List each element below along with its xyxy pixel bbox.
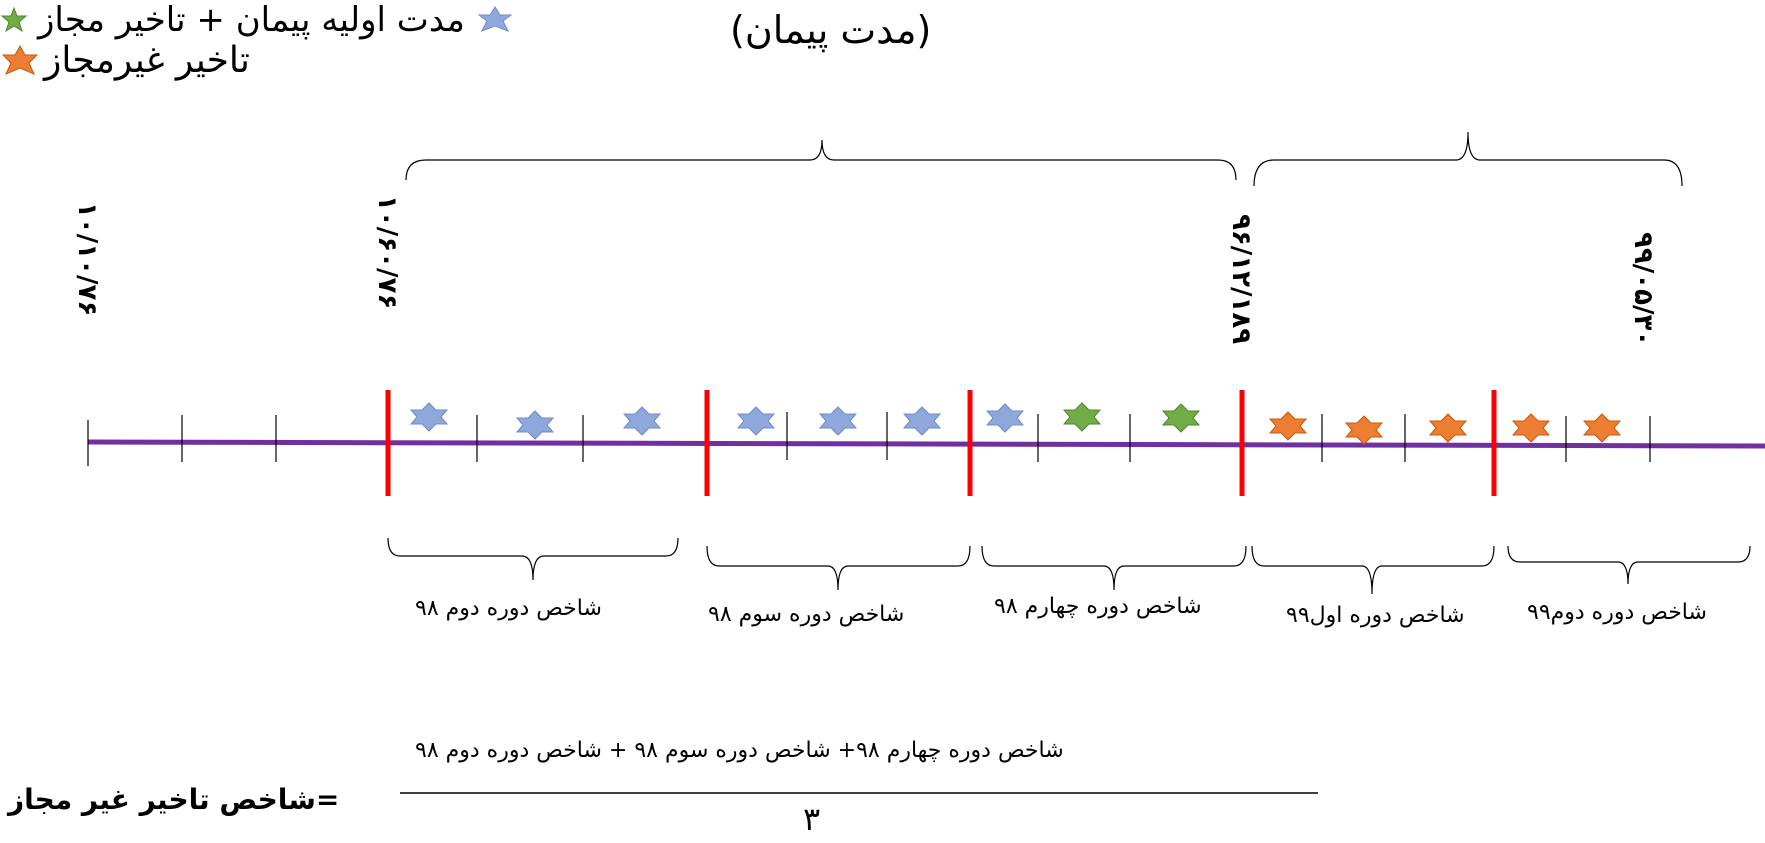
- top-brace-delay: [1253, 131, 1683, 187]
- top-brace-contract: [405, 139, 1237, 181]
- date-label-4: ۹۹/۰۵/۳۰: [1628, 232, 1658, 347]
- period-boundaries: [385, 390, 1497, 496]
- period-label-99-1: شاخص دوره اول۹۹: [1286, 603, 1465, 628]
- timeline-line: [87, 439, 1765, 449]
- timeline-ticks: [87, 412, 1651, 466]
- formula-denominator: ۳: [803, 800, 821, 838]
- legend-orange: تاخیر غیرمجاز: [0, 40, 1765, 81]
- period-label-98-4: شاخص دوره چهارم ۹۸: [994, 594, 1202, 619]
- contract-duration-title: (مدت پیمان): [730, 8, 932, 52]
- formula-numerator: شاخص دوره چهارم ۹۸+ شاخص دوره سوم ۹۸ + ش…: [415, 738, 1064, 763]
- legend-orange-label: تاخیر غیرمجاز: [44, 40, 250, 81]
- period-label-99-2: شاخص دوره دوم۹۹: [1527, 600, 1707, 625]
- orange-star-icon: [1, 44, 39, 75]
- legend-blue-label: مدت اولیه پیمان + تاخیر مجاز: [38, 0, 465, 40]
- period-label-98-2: شاخص دوره دوم ۹۸: [415, 596, 602, 621]
- formula-lhs: =شاخص تاخیر غیر مجاز: [8, 783, 340, 816]
- blue-stars: [410, 402, 1024, 440]
- green-star-icon: [0, 6, 28, 33]
- legend-blue: مدت اولیه پیمان + تاخیر مجاز: [0, 0, 1765, 40]
- blue-star-icon: [477, 6, 513, 32]
- date-label-2: ۱۰/۶۰/۷۶: [372, 195, 402, 310]
- period-label-98-3: شاخص دوره سوم ۹۸: [708, 602, 905, 627]
- date-label-3: ۹۶/۱۲/۱۸۹: [1226, 214, 1256, 345]
- date-label-1: ۱۰/۱۰/۷۶: [72, 202, 102, 317]
- bottom-braces: [387, 537, 1751, 595]
- green-stars: [1063, 402, 1200, 433]
